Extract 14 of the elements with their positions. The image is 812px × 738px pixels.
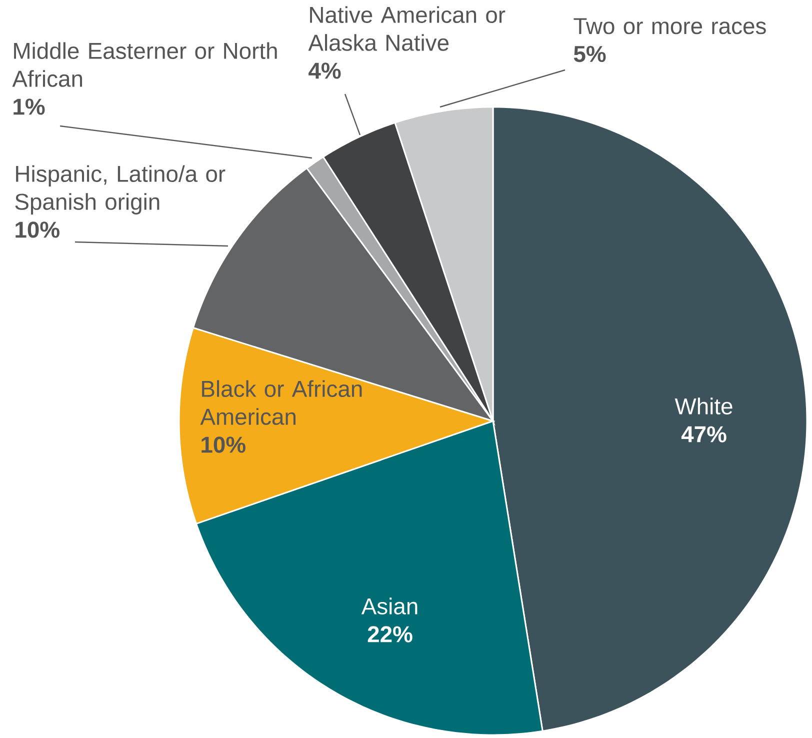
data-label: 5% (574, 46, 606, 62)
data-label: 10% (16, 222, 60, 238)
data-label: 4% (308, 62, 341, 79)
data-label: 1% (14, 98, 45, 115)
data-label: 47% (681, 426, 726, 442)
slice-label: Two or more races (574, 18, 766, 34)
slice-label: Black or African American (200, 380, 362, 425)
slice-label: Asian (361, 598, 418, 614)
slice-label: Middle Easterner or North African (12, 42, 277, 87)
data-label: 22% (368, 626, 412, 642)
slice-label: White (674, 398, 732, 414)
data-label: 10% (202, 436, 246, 453)
slice-label: Hispanic, Latino/a or Spanish origin (15, 165, 226, 214)
slice-label: Native American or Alaska Native (308, 6, 506, 51)
